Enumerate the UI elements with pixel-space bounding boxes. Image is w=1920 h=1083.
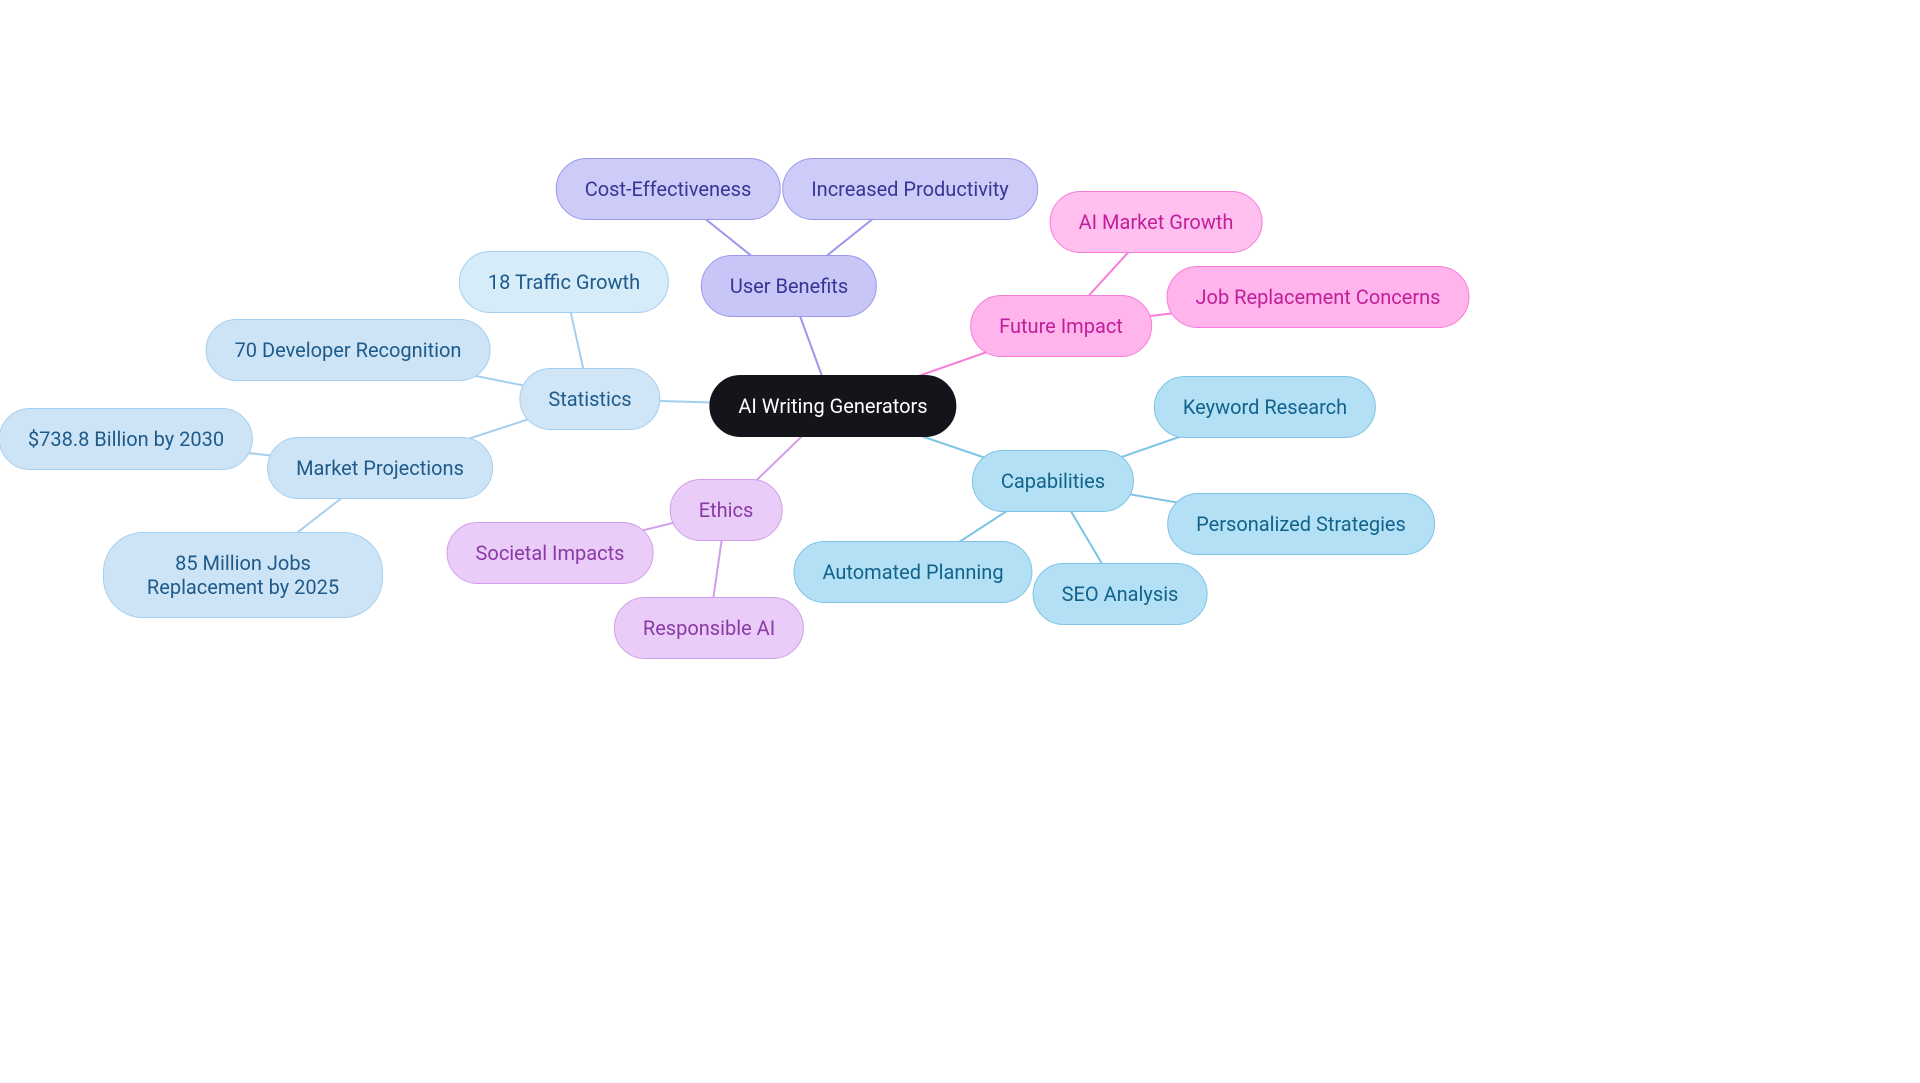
node-cost[interactable]: Cost-Effectiveness [556,158,781,220]
node-statistics[interactable]: Statistics [519,368,660,430]
node-recog[interactable]: 70 Developer Recognition [206,319,491,381]
node-label-seo: SEO Analysis [1062,582,1179,606]
node-auto[interactable]: Automated Planning [793,541,1032,603]
node-label-aimarket: AI Market Growth [1079,210,1234,234]
node-label-prod: Increased Productivity [811,177,1009,201]
node-label-capabilities: Capabilities [1001,469,1105,493]
node-billion[interactable]: $738.8 Billion by 2030 [0,408,253,470]
node-jobrepl[interactable]: Job Replacement Concerns [1167,266,1470,328]
node-label-responsible: Responsible AI [643,616,775,640]
node-seo[interactable]: SEO Analysis [1033,563,1208,625]
node-label-societal: Societal Impacts [476,541,625,565]
node-prod[interactable]: Increased Productivity [782,158,1038,220]
node-root[interactable]: AI Writing Generators [709,375,956,437]
node-label-keyword: Keyword Research [1183,395,1347,419]
node-future[interactable]: Future Impact [970,295,1152,357]
node-societal[interactable]: Societal Impacts [447,522,654,584]
node-label-benefits: User Benefits [730,274,848,298]
node-ethics[interactable]: Ethics [670,479,783,541]
node-label-billion: $738.8 Billion by 2030 [28,427,224,451]
node-label-jobs85: 85 Million Jobs Replacement by 2025 [132,551,354,599]
node-label-jobrepl: Job Replacement Concerns [1196,285,1441,309]
node-label-traffic: 18 Traffic Growth [488,270,640,294]
node-label-ethics: Ethics [699,498,754,522]
node-personal[interactable]: Personalized Strategies [1167,493,1435,555]
node-label-future: Future Impact [999,314,1123,338]
node-label-personal: Personalized Strategies [1196,512,1406,536]
node-label-auto: Automated Planning [822,560,1003,584]
node-responsible[interactable]: Responsible AI [614,597,804,659]
node-label-recog: 70 Developer Recognition [235,338,462,362]
node-label-root: AI Writing Generators [738,394,927,418]
node-label-statistics: Statistics [548,387,631,411]
node-capabilities[interactable]: Capabilities [972,450,1134,512]
node-keyword[interactable]: Keyword Research [1154,376,1376,438]
node-aimarket[interactable]: AI Market Growth [1050,191,1263,253]
node-traffic[interactable]: 18 Traffic Growth [459,251,669,313]
node-label-marketproj: Market Projections [296,456,464,480]
node-jobs85[interactable]: 85 Million Jobs Replacement by 2025 [103,532,383,618]
node-marketproj[interactable]: Market Projections [267,437,493,499]
node-label-cost: Cost-Effectiveness [585,177,752,201]
node-benefits[interactable]: User Benefits [701,255,877,317]
